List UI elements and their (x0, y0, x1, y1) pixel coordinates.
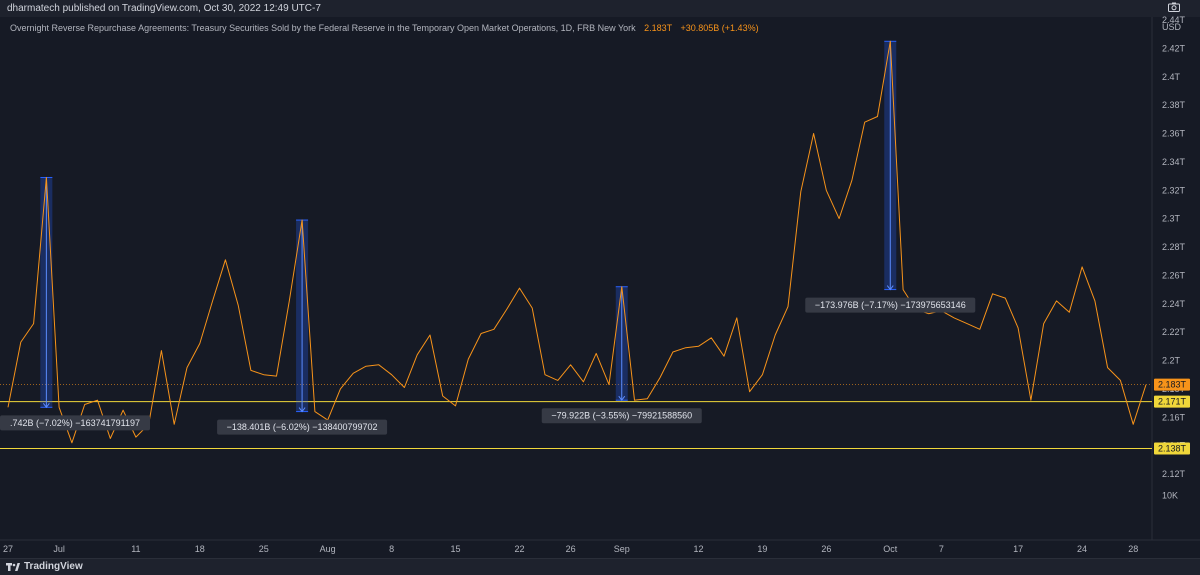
y-tick-label: 2.16T (1162, 412, 1186, 422)
price-label: 2.138T (1158, 443, 1187, 453)
y-tick-label: 2.12T (1162, 469, 1186, 479)
price-label: 2.171T (1158, 397, 1187, 407)
measure-arrow-head (298, 407, 306, 413)
series-line[interactable] (7, 40, 1147, 444)
x-tick-label: 7 (939, 544, 944, 554)
measure-arrow-head (618, 395, 626, 402)
y-tick-label: 2.26T (1162, 270, 1186, 280)
price-label-box (1154, 395, 1190, 408)
published-text: dharmatech published on TradingView.com,… (7, 3, 321, 14)
x-tick-label: 28 (1128, 544, 1138, 554)
y-tick-label: 2.36T (1162, 129, 1186, 139)
price-label: 2.183T (1158, 380, 1187, 390)
x-tick-label: 26 (566, 544, 576, 554)
y-tick-label: 2.32T (1162, 185, 1186, 195)
measure-label-box (805, 297, 976, 313)
measure-label-box (0, 415, 150, 431)
y-tick-label: 2.42T (1162, 43, 1186, 53)
x-tick-label: 15 (451, 544, 461, 554)
measure-tool[interactable] (884, 40, 897, 291)
y-tick-label: 2.3T (1162, 214, 1181, 224)
price-label-box (1154, 442, 1190, 455)
y-tick-label: 2.2T (1162, 356, 1181, 366)
x-tick-label: Oct (883, 544, 898, 554)
measure-label-box (217, 419, 388, 435)
x-tick-label: Sep (614, 544, 630, 554)
x-tick-label: 8 (389, 544, 394, 554)
x-tick-label: Jul (53, 544, 65, 554)
x-tick-label: 24 (1077, 544, 1087, 554)
measure-arrow-head (886, 285, 894, 291)
measure-label: −79.922B (−3.55%) −79921588560 (551, 411, 692, 421)
y-axis-unit: USD (1162, 22, 1182, 32)
y-tick-label: 2.38T (1162, 100, 1186, 110)
x-tick-label: 19 (757, 544, 767, 554)
y-tick-label: 2.44T (1162, 15, 1186, 25)
x-tick-label: Aug (320, 544, 336, 554)
y-tick-label: 2.28T (1162, 242, 1186, 252)
y-tick-label: 2.4T (1162, 72, 1181, 82)
x-tick-label: 27 (3, 544, 13, 554)
y-tick-label: 2.22T (1162, 327, 1186, 337)
brand-name: TradingView (24, 561, 83, 572)
x-tick-label: 22 (514, 544, 524, 554)
x-tick-label: 26 (821, 544, 831, 554)
series-title: Overnight Reverse Repurchase Agreements:… (10, 23, 636, 33)
measure-arrow-head (42, 403, 50, 409)
footer-bar: TradingView (0, 558, 1200, 575)
x-tick-label: 11 (131, 544, 140, 554)
y-tick-label: 2.24T (1162, 299, 1186, 309)
x-tick-label: 17 (1013, 544, 1023, 554)
last-value: 2.183T (644, 23, 672, 33)
price-label-box (1154, 378, 1190, 391)
measure-tool[interactable] (40, 176, 53, 409)
x-tick-label: 12 (693, 544, 703, 554)
series-legend: Overnight Reverse Repurchase Agreements:… (10, 23, 759, 33)
published-bar: dharmatech published on TradingView.com,… (0, 0, 1200, 17)
x-tick-label: 25 (259, 544, 269, 554)
measure-label-box (541, 408, 702, 424)
change-value: +30.805B (+1.43%) (680, 23, 759, 33)
measure-label: −138.401B (−6.02%) −138400799702 (227, 422, 378, 432)
tradingview-logo-icon[interactable] (6, 562, 20, 572)
measure-label: .742B (−7.02%) −163741791197 (10, 418, 140, 428)
measure-tool[interactable] (615, 286, 628, 402)
camera-icon[interactable] (1168, 2, 1180, 12)
x-tick-label: 18 (195, 544, 205, 554)
y-tick-label: 10K (1162, 490, 1178, 500)
measure-label: −173.976B (−7.17%) −173975653146 (815, 300, 966, 310)
y-tick-label: 2.34T (1162, 157, 1186, 167)
